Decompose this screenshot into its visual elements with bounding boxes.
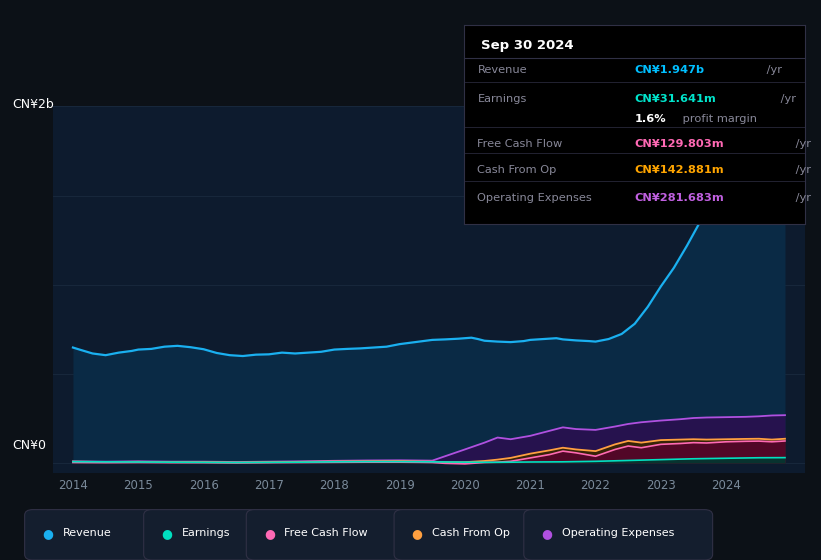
Text: Cash From Op: Cash From Op [432,528,510,538]
Text: CN¥1.947b: CN¥1.947b [635,65,704,75]
Text: Revenue: Revenue [62,528,111,538]
Text: /yr: /yr [763,65,782,75]
Text: Cash From Op: Cash From Op [478,165,557,175]
Text: 1.6%: 1.6% [635,114,666,124]
Text: Earnings: Earnings [181,528,230,538]
Text: ●: ● [264,526,275,540]
Text: ●: ● [161,526,172,540]
Text: CN¥129.803m: CN¥129.803m [635,138,724,148]
Text: CN¥142.881m: CN¥142.881m [635,165,724,175]
Text: Free Cash Flow: Free Cash Flow [284,528,368,538]
Text: /yr: /yr [791,138,810,148]
Text: CN¥0: CN¥0 [12,439,46,452]
Text: Revenue: Revenue [478,65,527,75]
Text: profit margin: profit margin [678,114,756,124]
Text: CN¥281.683m: CN¥281.683m [635,193,724,203]
Text: ●: ● [42,526,53,540]
Text: CN¥31.641m: CN¥31.641m [635,94,716,104]
Text: Earnings: Earnings [478,94,527,104]
Text: ●: ● [411,526,423,540]
Text: Sep 30 2024: Sep 30 2024 [481,39,574,52]
Text: ●: ● [541,526,553,540]
Text: Operating Expenses: Operating Expenses [562,528,674,538]
Text: CN¥2b: CN¥2b [12,97,54,110]
Text: /yr: /yr [777,94,796,104]
Text: /yr: /yr [791,193,810,203]
Text: /yr: /yr [791,165,810,175]
Text: Operating Expenses: Operating Expenses [478,193,592,203]
Text: Free Cash Flow: Free Cash Flow [478,138,562,148]
